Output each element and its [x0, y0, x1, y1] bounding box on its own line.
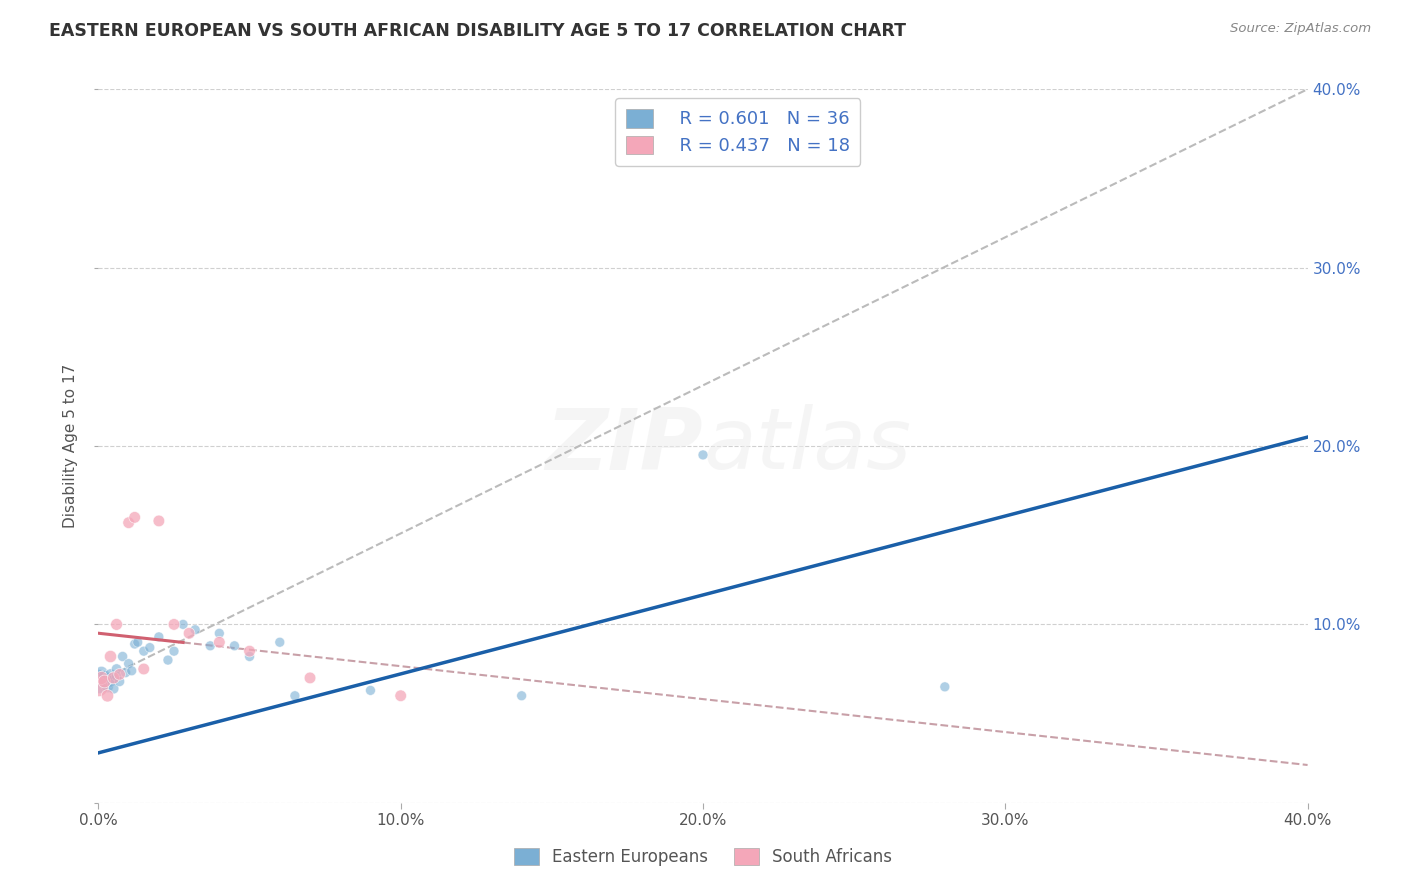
Point	[103, 671, 125, 685]
Point	[90, 665, 112, 680]
Point	[510, 689, 533, 703]
Point	[269, 635, 291, 649]
Point	[105, 617, 128, 632]
Point	[105, 662, 128, 676]
Point	[118, 657, 141, 671]
Point	[87, 680, 110, 694]
Point	[172, 617, 194, 632]
Point	[100, 674, 122, 689]
Text: atlas: atlas	[703, 404, 911, 488]
Point	[124, 510, 146, 524]
Point	[87, 674, 110, 689]
Point	[208, 635, 231, 649]
Point	[103, 681, 125, 696]
Point	[208, 626, 231, 640]
Point	[934, 680, 956, 694]
Text: EASTERN EUROPEAN VS SOUTH AFRICAN DISABILITY AGE 5 TO 17 CORRELATION CHART: EASTERN EUROPEAN VS SOUTH AFRICAN DISABI…	[49, 22, 907, 40]
Point	[121, 664, 143, 678]
Point	[148, 514, 170, 528]
Point	[96, 671, 118, 685]
Point	[90, 671, 112, 685]
Text: ZIP: ZIP	[546, 404, 703, 488]
Point	[96, 680, 118, 694]
Point	[200, 639, 222, 653]
Point	[163, 617, 186, 632]
Point	[132, 662, 155, 676]
Point	[148, 630, 170, 644]
Point	[127, 635, 149, 649]
Point	[239, 644, 262, 658]
Legend: Eastern Europeans, South Africans: Eastern Europeans, South Africans	[508, 841, 898, 873]
Point	[239, 649, 262, 664]
Point	[124, 637, 146, 651]
Point	[299, 671, 322, 685]
Point	[132, 644, 155, 658]
Point	[156, 653, 179, 667]
Point	[93, 676, 115, 690]
Point	[163, 644, 186, 658]
Point	[224, 639, 246, 653]
Point	[103, 673, 125, 687]
Point	[184, 623, 207, 637]
Point	[692, 448, 714, 462]
Point	[360, 683, 382, 698]
Point	[93, 674, 115, 689]
Point	[105, 669, 128, 683]
Point	[139, 640, 162, 655]
Point	[111, 649, 134, 664]
Point	[93, 669, 115, 683]
Point	[179, 626, 201, 640]
Y-axis label: Disability Age 5 to 17: Disability Age 5 to 17	[63, 364, 79, 528]
Point	[118, 516, 141, 530]
Point	[100, 667, 122, 681]
Point	[389, 689, 412, 703]
Point	[96, 689, 118, 703]
Text: Source: ZipAtlas.com: Source: ZipAtlas.com	[1230, 22, 1371, 36]
Point	[284, 689, 307, 703]
Point	[100, 649, 122, 664]
Point	[114, 665, 136, 680]
Point	[108, 667, 131, 681]
Point	[108, 674, 131, 689]
